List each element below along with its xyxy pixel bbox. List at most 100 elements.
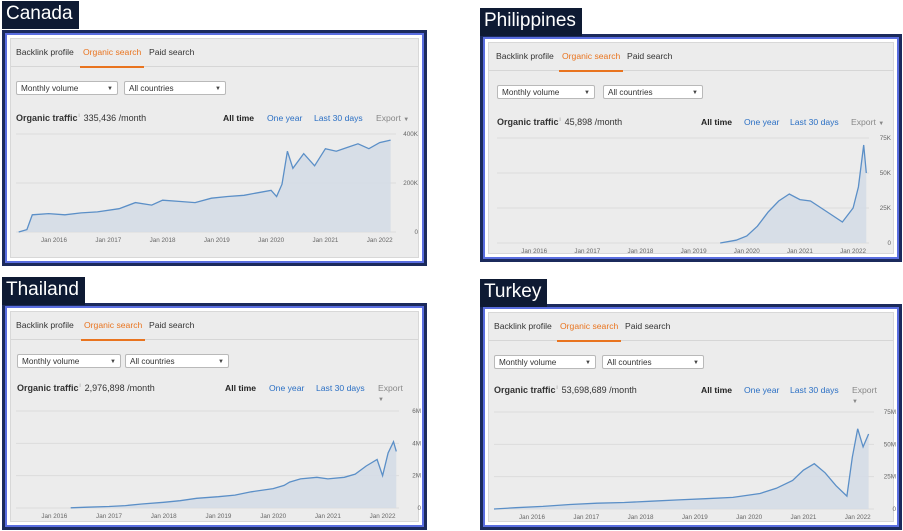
export-button[interactable]: Export ▼: [851, 117, 884, 127]
chevron-down-icon: ▼: [378, 397, 384, 403]
export-button[interactable]: Export ▼: [378, 383, 410, 403]
y-tick-label: 4M: [412, 440, 421, 447]
x-tick-label: Jan 2018: [628, 514, 654, 521]
card: Backlink profile Organic search Paid sea…: [488, 42, 894, 255]
country-select[interactable]: All countries ▼: [124, 81, 226, 95]
range-all-time[interactable]: All time: [701, 117, 733, 127]
country-select-value: All countries: [608, 88, 653, 97]
series-area: [18, 140, 391, 232]
tab-organic-search[interactable]: Organic search: [558, 51, 624, 72]
y-tick-label: 2M: [412, 473, 421, 480]
country-select[interactable]: All countries ▼: [602, 355, 704, 369]
panel-turkey: Backlink profile Organic search Paid sea…: [480, 304, 902, 530]
tab-organic-search[interactable]: Organic search: [79, 47, 145, 68]
x-tick-label: Jan 2022: [840, 248, 866, 255]
chevron-down-icon: ▼: [107, 86, 113, 92]
tab-backlink-profile[interactable]: Backlink profile: [16, 320, 74, 330]
metric-value: 335,436 /month: [83, 113, 147, 123]
chevron-down-icon: ▼: [878, 121, 885, 127]
range-one-year[interactable]: One year: [744, 385, 780, 395]
tab-organic-search[interactable]: Organic search: [80, 320, 146, 341]
country-select[interactable]: All countries ▼: [125, 354, 229, 368]
y-tick-label: 0: [414, 229, 418, 236]
x-tick-label: Jan 2021: [312, 237, 338, 244]
tab-backlink-profile[interactable]: Backlink profile: [496, 51, 554, 61]
series-area: [70, 441, 397, 508]
volume-select-value: Monthly volume: [499, 358, 557, 367]
tab-backlink-profile[interactable]: Backlink profile: [494, 321, 552, 331]
volume-select-value: Monthly volume: [22, 357, 80, 366]
y-tick-label: 400K: [403, 131, 419, 138]
metric-label: Organic traffic: [497, 117, 559, 127]
tab-paid-search[interactable]: Paid search: [627, 51, 673, 61]
metric-label: Organic traffic: [17, 383, 79, 393]
x-tick-label: Jan 2019: [204, 237, 230, 244]
range-all-time[interactable]: All time: [223, 113, 255, 123]
x-tick-label: Jan 2022: [370, 513, 396, 520]
tab-backlink-profile[interactable]: Backlink profile: [16, 47, 74, 57]
card: Backlink profile Organic search Paid sea…: [10, 311, 421, 522]
x-tick-label: Jan 2022: [845, 514, 871, 521]
x-tick-label: Jan 2019: [682, 514, 708, 521]
country-select[interactable]: All countries ▼: [603, 85, 703, 99]
metric-row: Organic traffici 45,898 /month All time O…: [497, 117, 885, 129]
tab-paid-search[interactable]: Paid search: [149, 320, 195, 330]
range-one-year[interactable]: One year: [267, 113, 303, 123]
y-tick-label: 50K: [880, 170, 892, 177]
x-tick-label: Jan 2016: [41, 237, 67, 244]
y-tick-label: 200K: [403, 180, 419, 187]
chevron-down-icon: ▼: [218, 359, 224, 365]
tab-organic-search[interactable]: Organic search: [556, 321, 622, 342]
x-tick-label: Jan 2017: [573, 514, 599, 521]
series-line: [720, 144, 867, 244]
tab-paid-search[interactable]: Paid search: [625, 321, 671, 331]
y-tick-label: 75M: [884, 409, 896, 416]
x-tick-label: Jan 2021: [790, 514, 816, 521]
range-all-time[interactable]: All time: [701, 385, 733, 395]
x-tick-label: Jan 2016: [519, 514, 545, 521]
series-line: [493, 428, 870, 510]
x-tick-label: Jan 2020: [258, 237, 284, 244]
country-label-philippines: Philippines: [480, 8, 582, 36]
range-last-30-days[interactable]: Last 30 days: [316, 383, 365, 393]
x-tick-label: Jan 2017: [96, 513, 122, 520]
range-last-30-days[interactable]: Last 30 days: [314, 113, 363, 123]
traffic-chart: 400K 200K 0 Jan 2016 Jan 2017 Jan 2018 Jan 201…: [16, 131, 419, 244]
export-label: Export: [852, 385, 877, 395]
x-tick-label: Jan 2018: [150, 237, 176, 244]
range-last-30-days[interactable]: Last 30 days: [790, 117, 839, 127]
tab-bar: Backlink profile Organic search Paid sea…: [11, 312, 418, 341]
chevron-down-icon: ▼: [852, 399, 858, 405]
chevron-down-icon: ▼: [692, 90, 698, 96]
range-one-year[interactable]: One year: [744, 117, 780, 127]
x-tick-label: Jan 2020: [736, 514, 762, 521]
volume-select[interactable]: Monthly volume ▼: [494, 355, 596, 369]
chevron-down-icon: ▼: [693, 360, 699, 366]
volume-select[interactable]: Monthly volume ▼: [16, 81, 118, 95]
panel-canada: Backlink profile Organic search Paid sea…: [2, 30, 427, 266]
metric-row: Organic traffici 335,436 /month All time …: [16, 113, 410, 125]
tab-paid-search[interactable]: Paid search: [149, 47, 195, 57]
range-one-year[interactable]: One year: [269, 383, 305, 393]
range-last-30-days[interactable]: Last 30 days: [790, 385, 839, 395]
export-button[interactable]: Export ▼: [376, 113, 409, 123]
y-tick-label: 25K: [880, 205, 892, 212]
volume-select[interactable]: Monthly volume ▼: [497, 85, 595, 99]
volume-select[interactable]: Monthly volume ▼: [17, 354, 121, 368]
country-label-turkey: Turkey: [480, 279, 548, 307]
chevron-down-icon: ▼: [584, 90, 590, 96]
panel-thailand: Backlink profile Organic search Paid sea…: [2, 303, 427, 530]
x-tick-label: Jan 2016: [41, 513, 67, 520]
tab-bar: Backlink profile Organic search Paid sea…: [489, 43, 893, 72]
traffic-chart: 75M 50M 25M 0 Jan 2016 Jan 2017 Jan 2018 Jan 20…: [493, 409, 896, 521]
chevron-down-icon: ▼: [403, 117, 410, 123]
y-tick-label: 0: [417, 505, 421, 512]
range-all-time[interactable]: All time: [225, 383, 257, 393]
card: Backlink profile Organic search Paid sea…: [488, 312, 896, 522]
metric-value: 45,898 /month: [564, 117, 623, 127]
export-button[interactable]: Export ▼: [852, 385, 885, 405]
metric-label: Organic traffic: [16, 113, 78, 123]
series-line: [18, 139, 391, 233]
volume-select-value: Monthly volume: [21, 84, 79, 93]
x-tick-label: Jan 2020: [260, 513, 286, 520]
